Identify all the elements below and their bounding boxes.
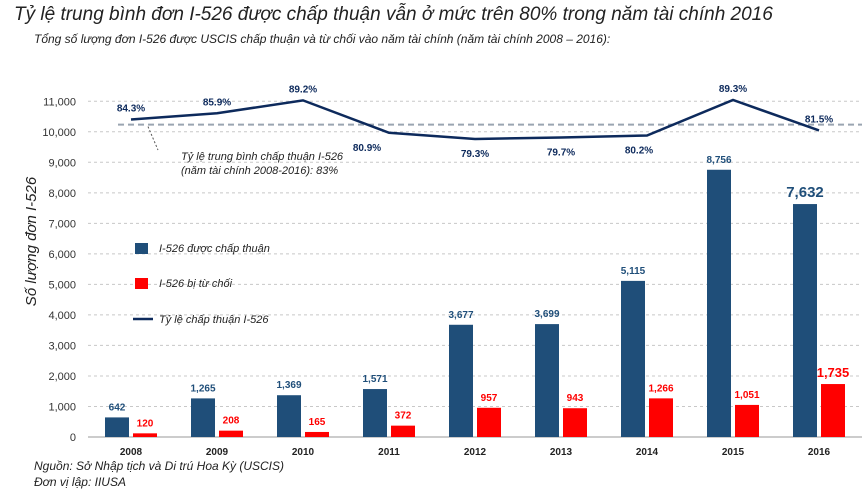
- rate-label: 81.5%: [805, 114, 833, 125]
- bar-denied: [391, 425, 415, 437]
- y-tick-label: 11,000: [43, 96, 76, 108]
- bar-approved: [793, 204, 817, 437]
- bar-denied: [133, 433, 157, 437]
- rate-label: 80.2%: [625, 145, 653, 156]
- bar-approved: [535, 324, 559, 437]
- data-label-approved: 5,115: [621, 266, 646, 277]
- bar-approved: [105, 417, 129, 437]
- bar-denied: [821, 384, 845, 437]
- legend-swatch-approved: [135, 243, 148, 254]
- source-note: Nguồn: Sở Nhập tịch và Di trú Hoa Kỳ (US…: [34, 459, 285, 473]
- x-tick-label: 2011: [378, 447, 400, 458]
- data-label-denied: 1,735: [817, 365, 850, 380]
- y-tick-label: 3,000: [48, 340, 76, 352]
- y-axis-label: Số lượng đơn I-526: [23, 176, 40, 306]
- x-tick-label: 2013: [550, 447, 573, 458]
- y-tick-label: 1,000: [48, 401, 76, 413]
- y-tick-label: 9,000: [48, 157, 76, 169]
- legend-label: I-526 được chấp thuận: [159, 243, 270, 255]
- average-leader-line: [147, 126, 159, 151]
- data-label-approved: 642: [109, 402, 126, 413]
- rate-label: 89.3%: [719, 84, 747, 95]
- data-label-approved: 8,756: [706, 155, 731, 166]
- data-label-denied: 943: [567, 393, 584, 404]
- data-label-denied: 1,266: [648, 383, 673, 394]
- bar-approved: [621, 280, 645, 437]
- rate-label: 80.9%: [353, 143, 381, 154]
- average-label: (năm tài chính 2008-2016): 83%: [181, 165, 338, 177]
- rate-label: 79.3%: [461, 149, 489, 160]
- data-label-denied: 1,051: [734, 390, 759, 401]
- bar-denied: [649, 398, 673, 437]
- x-tick-label: 2009: [206, 447, 229, 458]
- data-label-approved: 7,632: [786, 184, 824, 201]
- chart-title: Tỷ lệ trung bình đơn I-526 được chấp thu…: [14, 4, 773, 25]
- y-tick-label: 2,000: [48, 371, 76, 383]
- bar-denied: [477, 407, 501, 437]
- data-label-denied: 120: [137, 418, 154, 429]
- bar-denied: [563, 408, 587, 437]
- bar-approved: [191, 398, 215, 437]
- y-tick-label: 5,000: [48, 279, 76, 291]
- y-tick-label: 6,000: [48, 249, 76, 261]
- data-label-approved: 3,677: [448, 310, 473, 321]
- approval-rate-line: [130, 98, 820, 141]
- data-label-approved: 1,369: [276, 380, 301, 391]
- legend-label: I-526 bị từ chối: [159, 278, 233, 290]
- bar-approved: [707, 169, 731, 437]
- bar-denied: [305, 431, 329, 437]
- rate-label: 79.7%: [547, 147, 575, 158]
- y-tick-label: 8,000: [48, 188, 76, 200]
- data-label-denied: 957: [481, 393, 498, 404]
- rate-label: 89.2%: [289, 84, 317, 95]
- bar-approved: [363, 389, 387, 437]
- x-tick-label: 2012: [464, 447, 487, 458]
- data-label-denied: 165: [309, 417, 326, 428]
- author-note: Đơn vị lập: IIUSA: [34, 475, 126, 489]
- average-label: Tỷ lệ trung bình chấp thuận I-526: [181, 151, 344, 163]
- x-tick-label: 2014: [636, 447, 659, 458]
- legend-label: Tỷ lệ chấp thuận I-526: [159, 314, 269, 326]
- data-label-denied: 208: [223, 416, 240, 427]
- data-label-approved: 1,571: [362, 374, 387, 385]
- rate-label: 85.9%: [203, 97, 231, 108]
- x-tick-label: 2015: [722, 447, 745, 458]
- bar-approved: [449, 324, 473, 437]
- y-tick-label: 0: [70, 432, 76, 444]
- y-tick-label: 7,000: [48, 218, 76, 230]
- data-label-approved: 1,265: [190, 383, 215, 394]
- x-tick-label: 2016: [808, 447, 831, 458]
- rate-label: 84.3%: [117, 104, 145, 115]
- bar-denied: [219, 430, 243, 437]
- bar-approved: [277, 395, 301, 437]
- y-tick-label: 10,000: [42, 127, 76, 139]
- data-label-approved: 3,699: [534, 309, 559, 320]
- y-tick-label: 4,000: [48, 310, 76, 322]
- data-label-denied: 372: [395, 411, 412, 422]
- legend-swatch-denied: [135, 278, 148, 289]
- chart-subtitle: Tổng số lượng đơn I-526 được USCIS chấp …: [34, 32, 611, 46]
- x-tick-label: 2008: [120, 447, 143, 458]
- bar-denied: [735, 404, 759, 437]
- x-tick-label: 2010: [292, 447, 315, 458]
